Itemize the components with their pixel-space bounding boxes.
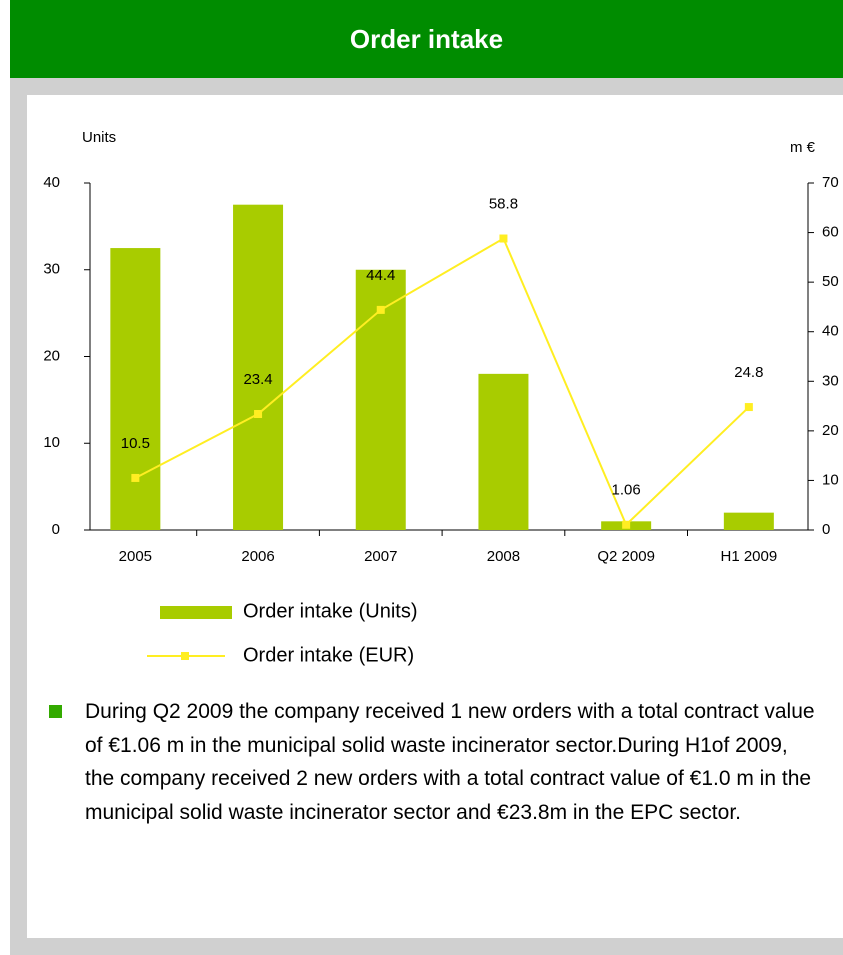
data-label: 10.5 [121,435,150,452]
line-marker [131,473,140,482]
line-marker [254,410,263,419]
y2-axis-label: m € [790,139,816,156]
bar [233,204,284,530]
line-marker [744,403,753,412]
x-tick-label: 2005 [119,548,152,565]
line-marker [499,234,508,243]
x-tick-label: 2006 [241,548,274,565]
legend-swatch [160,606,232,619]
y-tick-label: 10 [43,434,60,451]
y2-tick-label: 0 [822,521,830,538]
bar [478,373,529,530]
x-tick-label: 2007 [364,548,397,565]
y2-tick-label: 50 [822,273,839,290]
y-tick-label: 30 [43,261,60,278]
line-marker [622,520,631,529]
y-tick-label: 40 [43,174,60,191]
y2-tick-label: 40 [822,323,839,340]
y-tick-label: 20 [43,347,60,364]
y2-tick-label: 10 [822,471,839,488]
data-label: 44.4 [366,267,395,284]
y-tick-label: 0 [52,521,60,538]
line [134,237,750,527]
legend-label: Order intake (Units) [243,600,418,622]
x-tick-label: H1 2009 [720,548,777,565]
data-label: 58.8 [489,195,518,212]
line-marker [376,305,385,314]
x-tick-label: 2008 [487,548,520,565]
data-label: 1.06 [612,482,641,499]
y-axis-label: Units [82,129,116,146]
panel [27,95,843,938]
y2-tick-label: 20 [822,422,839,439]
y2-tick-label: 60 [822,224,839,241]
legend-marker [181,652,189,660]
x-tick-label: Q2 2009 [597,548,655,565]
bar [723,512,774,530]
data-label: 24.8 [734,364,763,381]
bar [110,248,161,530]
header-title: Order intake [10,0,843,78]
legend-label: Order intake (EUR) [243,644,414,666]
data-label: 23.4 [243,371,272,388]
y2-tick-label: 70 [822,174,839,191]
bullet [49,705,62,718]
bullet-text: During Q2 2009 the company received 1 ne… [85,700,815,824]
y2-tick-label: 30 [822,372,839,389]
